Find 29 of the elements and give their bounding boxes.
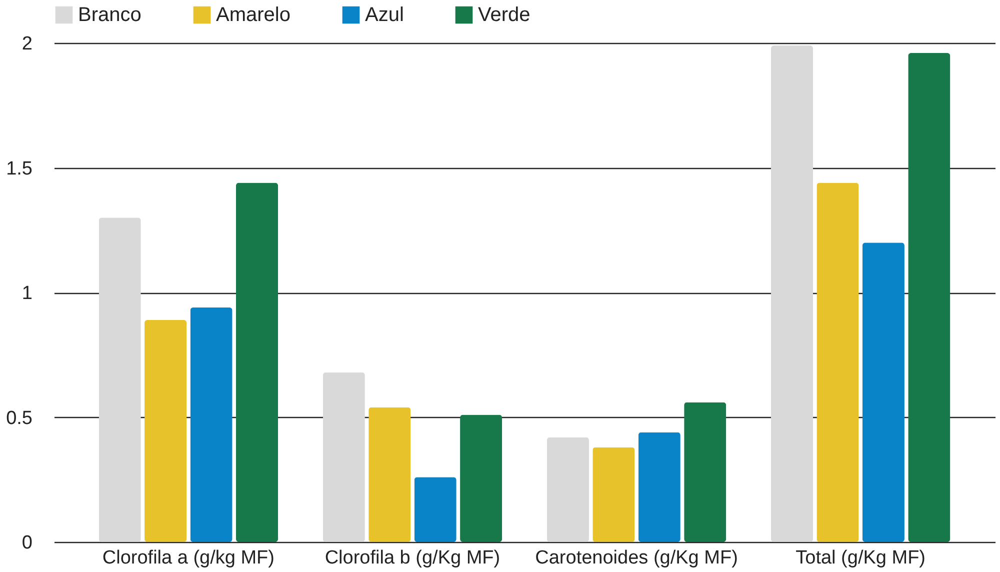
bar bbox=[908, 52, 950, 542]
y-tick-label: 2 bbox=[22, 34, 32, 54]
bar bbox=[592, 447, 635, 542]
bar bbox=[414, 477, 456, 542]
bar bbox=[460, 414, 502, 542]
x-tick-label: Carotenoides (g/Kg MF) bbox=[535, 548, 738, 568]
bar bbox=[322, 372, 365, 542]
bar bbox=[862, 242, 904, 542]
legend-label: Azul bbox=[365, 4, 404, 26]
bar bbox=[770, 45, 814, 542]
legend-label: Branco bbox=[78, 4, 142, 26]
bar bbox=[638, 432, 680, 542]
x-tick-label: Clorofila b (g/Kg MF) bbox=[324, 548, 500, 568]
y-tick-label: 1.5 bbox=[6, 158, 32, 180]
bar bbox=[816, 182, 859, 542]
bar bbox=[684, 402, 726, 542]
legend-label: Verde bbox=[478, 4, 530, 26]
bar bbox=[144, 320, 187, 542]
x-tick-label: Total (g/Kg MF) bbox=[796, 548, 926, 568]
bar bbox=[98, 218, 141, 542]
bar bbox=[236, 182, 278, 542]
bar bbox=[190, 307, 232, 542]
y-tick-label: 0.5 bbox=[6, 408, 32, 429]
bar bbox=[546, 437, 589, 542]
x-tick-label: Clorofila a (g/kg MF) bbox=[102, 548, 274, 568]
legend-label: Amarelo bbox=[216, 4, 290, 26]
y-tick-label: 1 bbox=[22, 283, 32, 304]
bar bbox=[368, 407, 411, 542]
y-tick-label: 0 bbox=[22, 532, 32, 554]
